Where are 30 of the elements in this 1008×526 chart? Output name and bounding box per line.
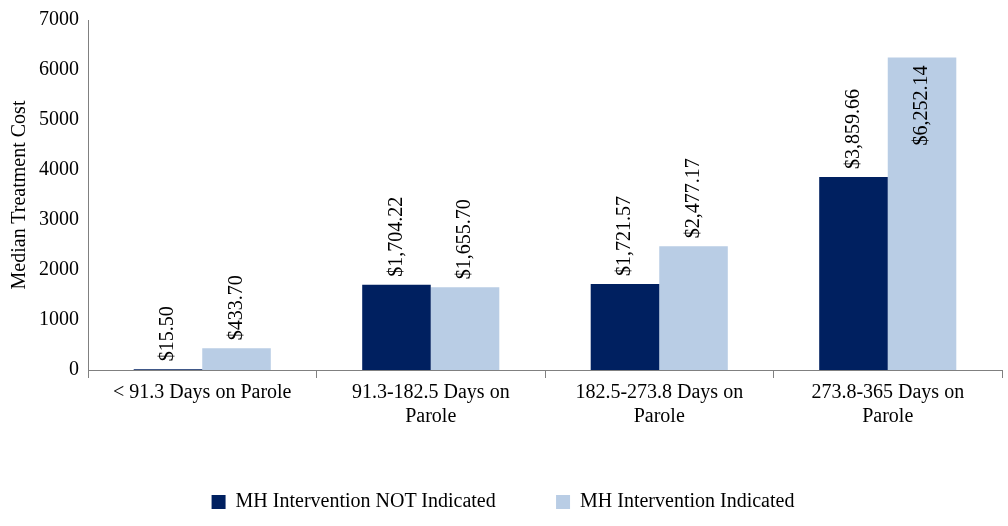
x-tick-label: < 91.3 Days on Parole [113, 380, 292, 404]
y-tick-label: 7000 [39, 7, 79, 30]
y-tick-label: 3000 [39, 207, 79, 230]
data-label: $1,721.57 [612, 195, 635, 276]
legend-label: MH Intervention NOT Indicated [235, 489, 496, 512]
data-label: $6,252.14 [909, 65, 932, 146]
bar [819, 177, 888, 370]
y-axis-title: Median Treatment Cost [7, 100, 30, 290]
data-label: $1,655.70 [452, 199, 475, 280]
bar [430, 287, 500, 370]
bar [659, 246, 728, 370]
y-tick-label: 2000 [39, 257, 79, 280]
data-label: $3,859.66 [840, 89, 863, 170]
data-label: $15.50 [155, 306, 178, 362]
bar [590, 283, 660, 370]
x-tick-label: 273.8-365 Days on Parole [811, 380, 965, 427]
y-tick-label: 4000 [39, 157, 79, 180]
x-tick-label: 182.5-273.8 Days on Parole [575, 380, 744, 427]
y-tick-label: 5000 [39, 107, 79, 130]
legend-label: MH Intervention Indicated [580, 489, 795, 512]
bar [362, 284, 431, 370]
x-tick-label: 91.3-182.5 Days on Parole [351, 380, 510, 427]
bar [887, 57, 957, 370]
y-tick-label: 6000 [39, 57, 79, 80]
y-tick-label: 0 [69, 357, 79, 380]
bar [202, 348, 271, 370]
data-label: $1,704.22 [383, 196, 406, 277]
data-label: $433.70 [223, 275, 246, 341]
y-tick-label: 1000 [39, 307, 79, 330]
data-label: $2,477.17 [680, 158, 703, 239]
